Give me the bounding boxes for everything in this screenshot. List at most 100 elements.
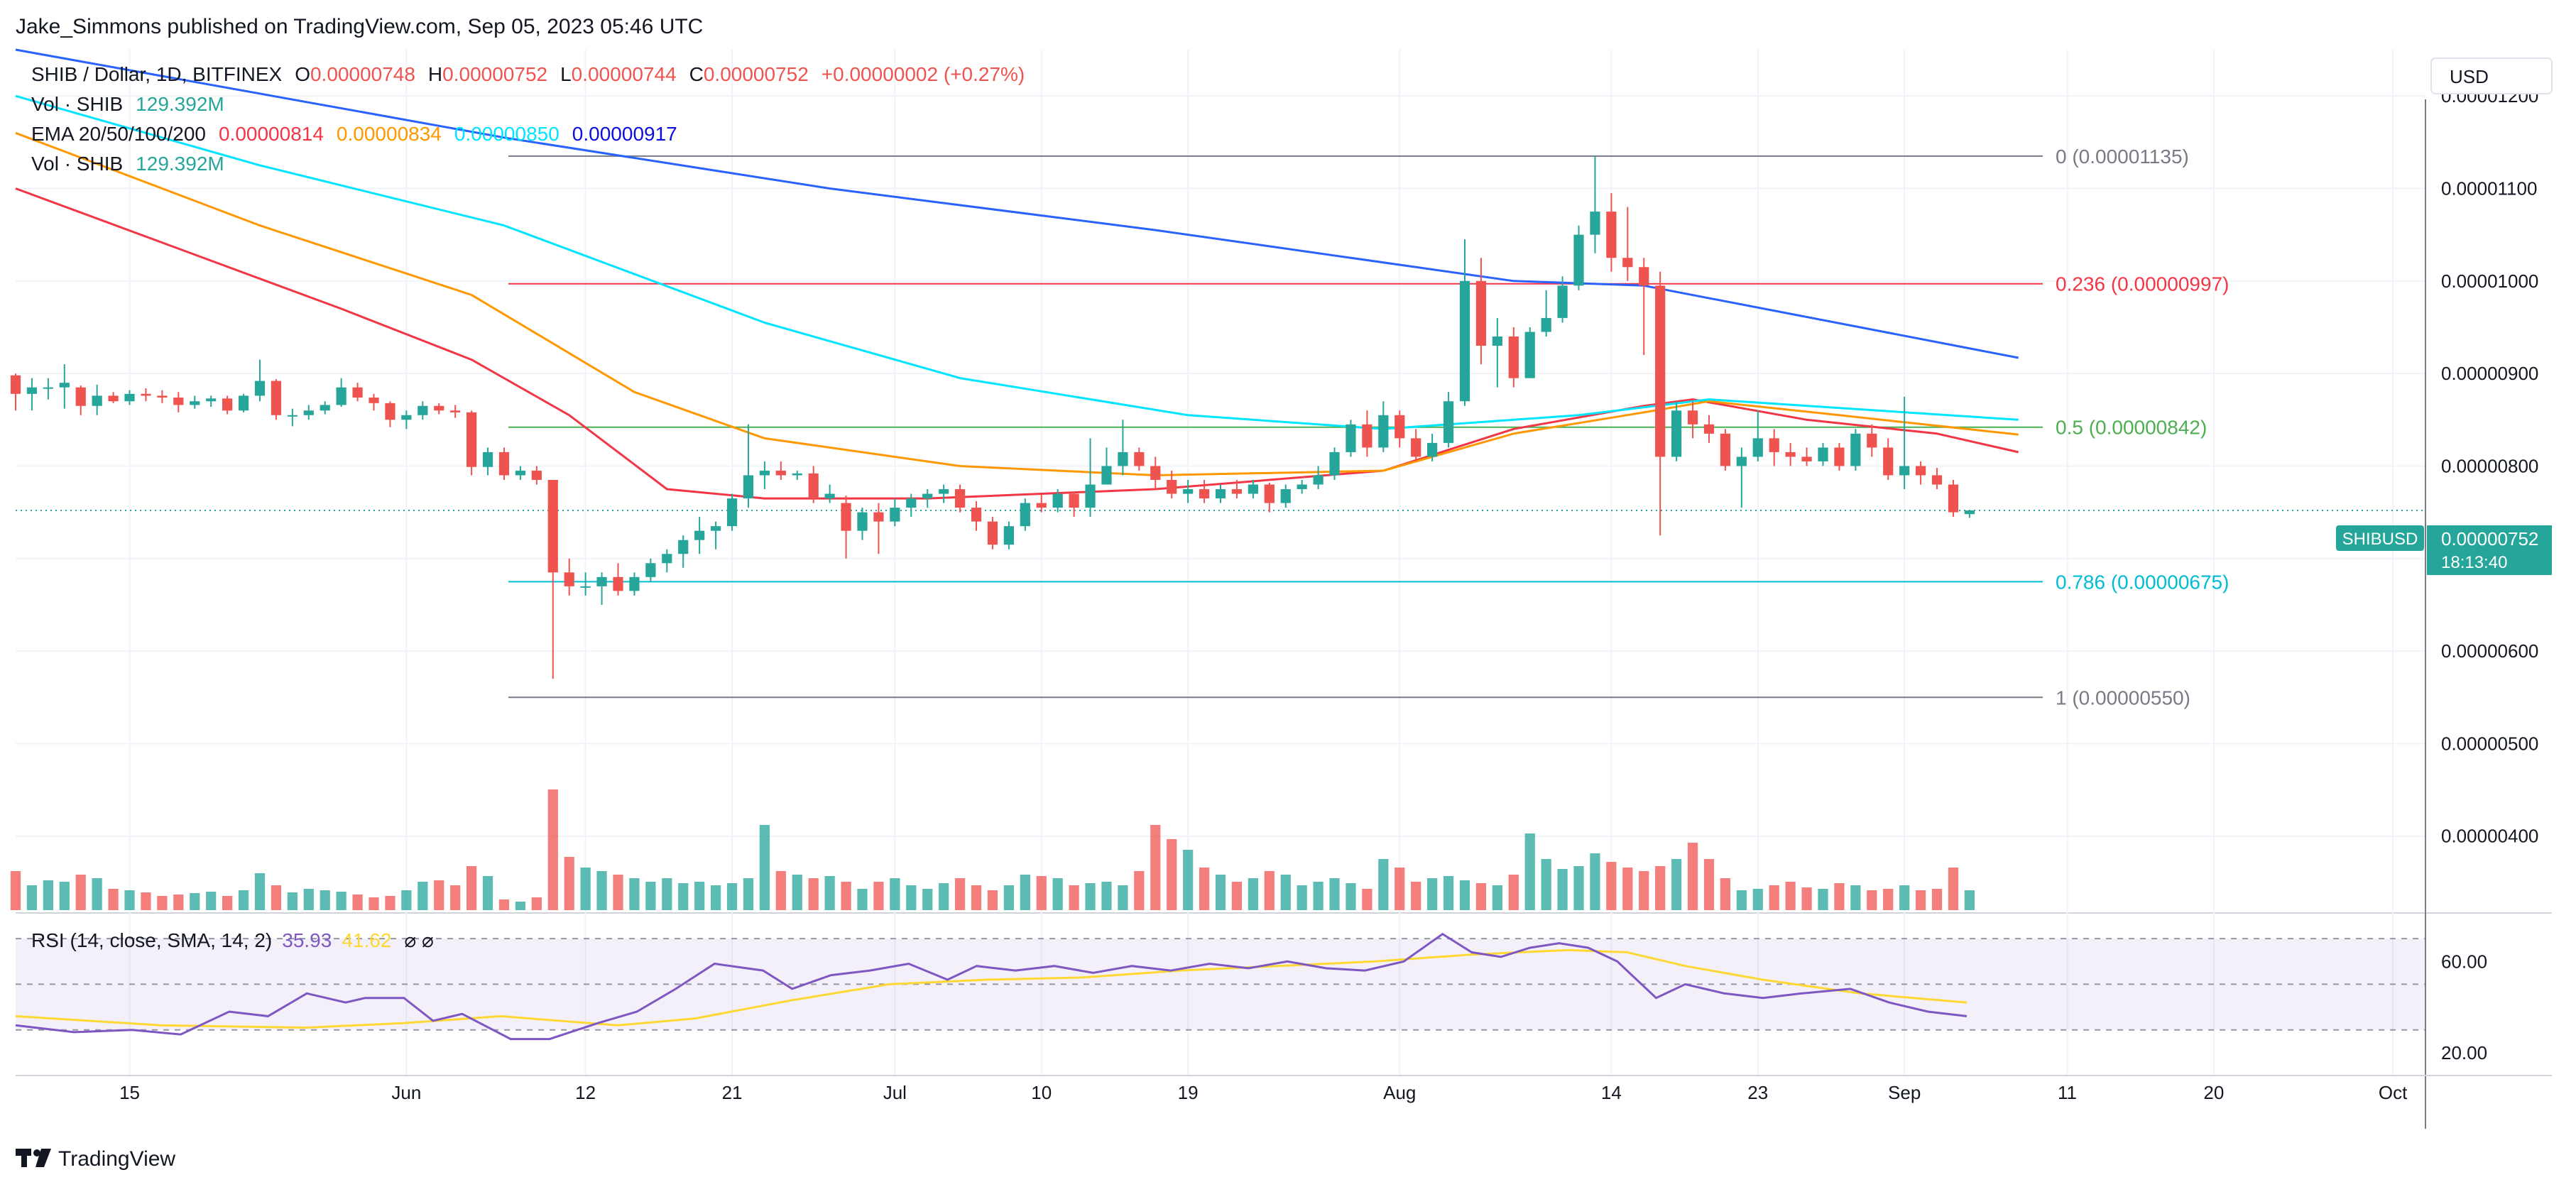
volume-bar [824, 876, 835, 910]
time-tick-label: 10 [1031, 1082, 1052, 1103]
volume-bar [1606, 862, 1617, 910]
candle [1069, 491, 1079, 518]
price-tick-label: 0.00001100 [2441, 177, 2537, 199]
time-axis[interactable]: 15 Jun 12 21 Jul 10 19 Aug 14 23 Sep 11 20 Oct [16, 1075, 2552, 1103]
candle-body [1818, 447, 1828, 461]
volume-bar [710, 885, 721, 910]
candle [1280, 484, 1291, 508]
time-tick-label: 14 [1601, 1082, 1622, 1103]
candle [645, 558, 656, 582]
candle-body [1671, 410, 1682, 457]
candle-body [1557, 285, 1568, 318]
volume-bar [1590, 853, 1600, 910]
time-tick-label: 11 [2058, 1082, 2077, 1103]
time-tick-label: 21 [722, 1082, 743, 1103]
rsi-line [15, 932, 1968, 1041]
candle [287, 408, 298, 427]
candle [369, 393, 379, 411]
candle [108, 392, 119, 403]
candle-body [906, 498, 917, 508]
fibonacci-levels[interactable]: 0 (0.00001135) 0.236 (0.00000997) 0.5 (0.0… [16, 146, 2425, 709]
candle-body [1573, 234, 1584, 286]
candle-body [1590, 212, 1600, 235]
legend-close: 0.00000752 [704, 63, 809, 85]
candle-body [482, 452, 493, 467]
volume-bar [808, 878, 819, 910]
candle-body [710, 526, 721, 531]
volume-bar [287, 892, 298, 910]
candle [271, 378, 282, 420]
time-tick-label: 20 [2203, 1082, 2224, 1103]
fib-level-label: 1 (0.00000550) [2056, 687, 2190, 709]
candle [841, 496, 851, 559]
candle-body [890, 508, 900, 522]
candlesticks[interactable] [10, 155, 1975, 679]
candle [662, 549, 672, 573]
volume-bar [401, 890, 412, 910]
volume-bar [1183, 850, 1194, 910]
price-tag-price: 0.00000752 [2441, 528, 2538, 549]
volume-bar [92, 878, 102, 910]
candle-body [1915, 466, 1926, 476]
candle-body [678, 540, 689, 554]
candle [1297, 480, 1307, 494]
volume-bar [1867, 890, 1877, 910]
volume-bar [1346, 883, 1356, 910]
candle-body [1248, 484, 1258, 494]
candle-body [1036, 503, 1047, 508]
candle [1118, 420, 1128, 476]
volume-bar [1639, 871, 1649, 910]
candle [1541, 290, 1551, 337]
candle-body [1231, 489, 1243, 494]
volume-bar [939, 883, 949, 910]
volume-bar [1655, 866, 1666, 910]
candle-body [1183, 489, 1194, 494]
volume-bar [124, 890, 135, 910]
volume-bar [1069, 885, 1079, 910]
candle-body [1101, 466, 1112, 485]
volume-bar [678, 883, 689, 910]
candle-body [1622, 258, 1633, 268]
candle-body [954, 489, 966, 508]
candle [238, 393, 249, 412]
candle [808, 466, 819, 503]
candle-body [1899, 466, 1910, 476]
candle [1850, 429, 1861, 471]
volume-bar [1769, 885, 1779, 910]
tradingview-logo-icon [16, 1149, 51, 1167]
time-tick-label: 23 [1747, 1082, 1768, 1103]
candle-body [857, 512, 868, 531]
volume-bar [1231, 882, 1243, 910]
currency-button[interactable]: USD [2430, 58, 2553, 94]
volume-bar [531, 897, 542, 910]
candle [1915, 461, 1926, 485]
price-tick-label: 0.00000800 [2441, 455, 2538, 476]
candle [1752, 410, 1763, 461]
volume-bar [1850, 885, 1861, 910]
candle [1655, 271, 1666, 536]
candle-body [515, 470, 526, 476]
volume-bar [1378, 859, 1389, 910]
volume-bar [1524, 833, 1535, 910]
volume-bar [1167, 839, 1177, 910]
candle [1362, 410, 1372, 457]
candle [1622, 207, 1633, 281]
candle [482, 447, 493, 476]
volume-bar [515, 902, 526, 910]
candle [1703, 415, 1715, 443]
candle-body [1020, 503, 1030, 527]
candle [434, 403, 444, 415]
candle [1492, 317, 1502, 388]
volume-bar [890, 878, 900, 910]
tradingview-logo-text: TradingView [58, 1147, 175, 1171]
volume-bar [1818, 889, 1828, 910]
candle [1834, 442, 1845, 471]
candle-body [434, 405, 444, 411]
candle [1524, 327, 1535, 378]
tradingview-logo[interactable]: TradingView [16, 1147, 175, 1171]
candle-body [629, 576, 640, 591]
candle-body [1736, 456, 1747, 466]
candle [1346, 420, 1356, 457]
candle [678, 535, 689, 568]
